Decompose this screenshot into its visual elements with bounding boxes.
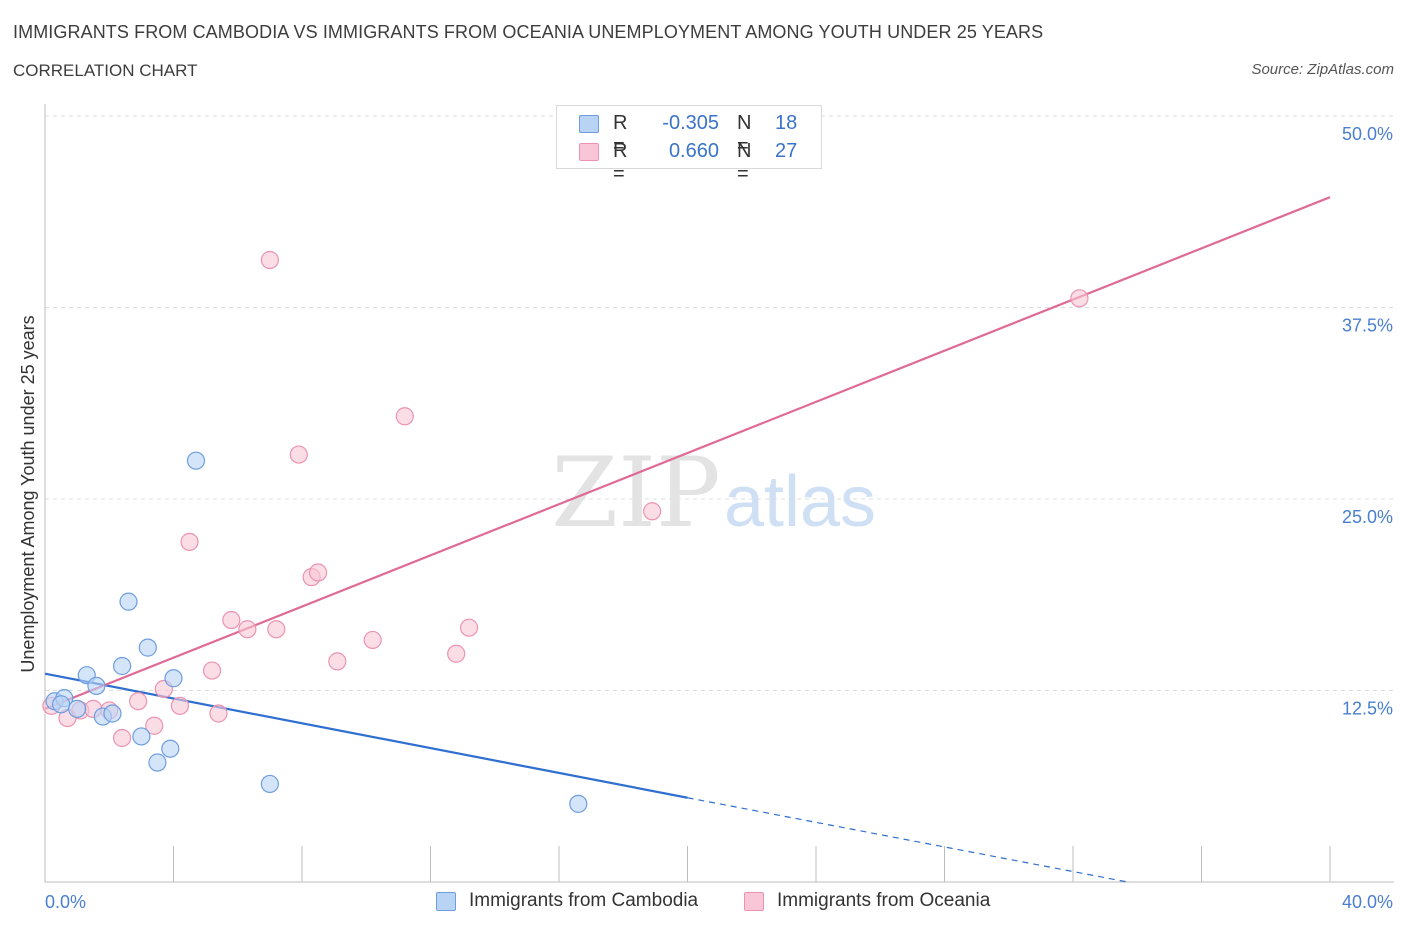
source-credit: Source: ZipAtlas.com <box>1251 61 1394 78</box>
data-point-cambodia <box>103 704 122 723</box>
points <box>42 250 1089 813</box>
legend-r-label: R = <box>613 112 628 157</box>
trendline-cambodia <box>44 672 688 799</box>
data-point-cambodia <box>260 774 279 794</box>
data-point-cambodia <box>138 638 157 657</box>
legend-n-value: 18 <box>775 112 798 134</box>
bottom-legend-swatch-cambodia <box>436 892 456 911</box>
data-point-oceania <box>238 620 257 639</box>
bottom-legend-label-cambodia: Immigrants from Cambodia <box>469 890 699 911</box>
data-point-oceania <box>129 692 148 711</box>
data-point-cambodia <box>569 794 588 813</box>
data-point-oceania <box>180 532 199 551</box>
legend-r-label: R = <box>613 140 628 185</box>
data-point-oceania <box>363 630 382 650</box>
data-point-oceania <box>1070 289 1089 308</box>
data-point-cambodia <box>51 695 71 714</box>
data-point-oceania <box>308 563 328 582</box>
legend-n-label: N = <box>737 112 752 157</box>
x-tick-label: 0.0% <box>45 892 86 912</box>
data-point-oceania <box>209 704 228 723</box>
data-point-oceania <box>222 610 241 630</box>
x-tick-label: 40.0% <box>1342 892 1393 912</box>
trendline-cambodia-extension <box>687 797 1128 883</box>
trendlines <box>44 196 1331 883</box>
chart-subtitle: CORRELATION CHART <box>13 61 198 80</box>
legend-r-value: 0.660 <box>668 140 719 162</box>
data-point-cambodia <box>68 699 87 718</box>
correlation-legend: R = -0.305 N = 18 R = 0.660 N = 27 <box>556 105 822 185</box>
chart-title: IMMIGRANTS FROM CAMBODIA VS IMMIGRANTS F… <box>13 22 1044 42</box>
watermark-atlas: atlas <box>724 462 876 542</box>
data-point-oceania <box>260 250 279 270</box>
data-point-oceania <box>145 716 164 735</box>
data-point-oceania <box>459 618 479 637</box>
y-tick-label: 50.0% <box>1342 124 1393 144</box>
data-point-oceania <box>395 407 414 426</box>
y-tick-label: 25.0% <box>1342 507 1393 527</box>
legend-n-value: 27 <box>775 140 798 162</box>
data-point-cambodia <box>87 676 106 696</box>
y-tick-label: 12.5% <box>1342 699 1393 719</box>
data-point-oceania <box>170 696 190 715</box>
data-point-oceania <box>643 502 662 521</box>
legend-r-value: -0.305 <box>662 112 719 134</box>
watermark: ZIP atlas <box>551 437 876 549</box>
bottom-legend-label-oceania: Immigrants from Oceania <box>777 890 991 911</box>
data-point-oceania <box>289 445 308 464</box>
trendline-oceania <box>44 196 1331 710</box>
gridlines <box>45 115 1394 691</box>
data-point-oceania <box>267 620 286 639</box>
axes <box>44 104 1394 883</box>
x-tick-labels: 0.0% 40.0% <box>45 892 1393 912</box>
data-point-oceania <box>328 652 347 671</box>
bottom-legend-swatch-oceania <box>744 892 764 911</box>
data-point-cambodia <box>186 451 206 470</box>
legend-swatch-cambodia <box>579 115 599 133</box>
legend-swatch-oceania <box>579 143 599 161</box>
y-axis-label: Unemployment Among Youth under 25 years <box>18 315 38 672</box>
y-tick-labels: 12.5% 25.0% 37.5% 50.0% <box>1342 124 1393 719</box>
data-point-oceania <box>112 728 132 748</box>
watermark-zip: ZIP <box>551 437 720 549</box>
data-point-cambodia <box>164 669 183 688</box>
data-point-cambodia <box>119 592 138 611</box>
data-point-cambodia <box>148 753 167 772</box>
data-point-cambodia <box>112 656 132 676</box>
legend-n-label: N = <box>737 140 752 185</box>
data-point-cambodia <box>161 739 180 758</box>
data-point-oceania <box>202 661 222 680</box>
data-point-oceania <box>447 644 466 663</box>
data-point-cambodia <box>132 727 151 746</box>
y-tick-label: 37.5% <box>1342 316 1393 336</box>
